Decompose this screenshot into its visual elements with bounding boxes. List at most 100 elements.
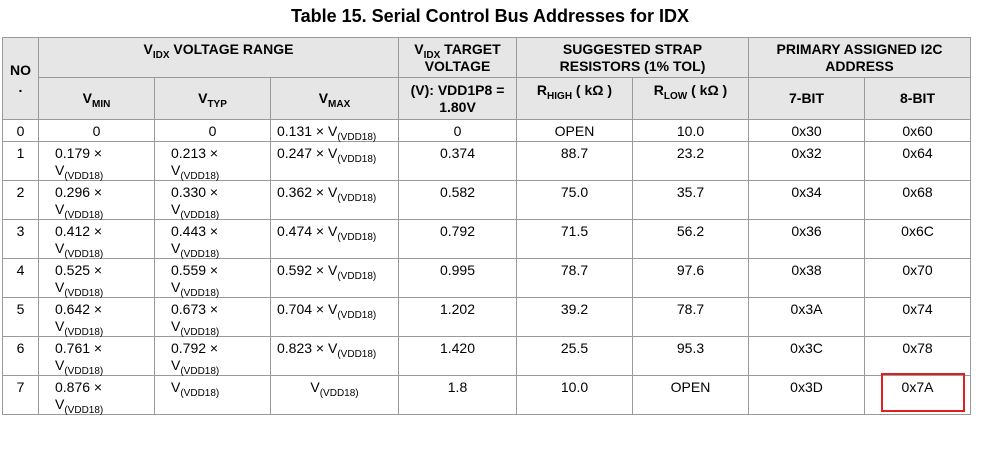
cell-vmin: 0.412 × V(VDD18) [38, 219, 155, 260]
cell-vmin-coef: 0.761 × [55, 340, 103, 356]
header-vidx-target: VIDX TARGET VOLTAGE [398, 37, 517, 78]
cell-vmax-coef: 0.474 × [277, 223, 328, 239]
cell-vtyp: 0.443 × V(VDD18) [154, 219, 271, 260]
cell-vmax-coef: 0.823 × [277, 340, 328, 356]
table-row: 5 0.642 × V(VDD18) 0.673 × V(VDD18) 0.704 × V… [2, 297, 971, 337]
cell-vmin: 0.296 × V(VDD18) [38, 180, 155, 220]
cell-vmin-coef: 0.876 × [55, 379, 103, 395]
supply-symbol: V(VDD18) [328, 340, 377, 360]
cell-7bit: 0x3C [748, 336, 865, 376]
cell-rlow: 95.3 [632, 336, 749, 376]
supply-symbol: V(VDD18) [328, 123, 377, 143]
table-body: 0 0 0 0.131 × V(VDD18) 0 OPEN 10.0 0x30 0x60 1 0.1… [2, 119, 971, 416]
cell-7bit: 0x3D [748, 375, 865, 415]
cell-vtyp-coef: 0.213 × [171, 145, 219, 161]
supply-symbol: V(VDD18) [310, 379, 359, 399]
cell-vtyp: 0.213 × V(VDD18) [154, 141, 271, 182]
supply-symbol: V(VDD18) [55, 396, 104, 416]
cell-rhigh: 75.0 [516, 180, 633, 220]
cell-vmin-coef: 0.296 × [55, 184, 103, 200]
cell-rlow: 10.0 [632, 119, 749, 142]
cell-vtyp-coef: 0.792 × [171, 340, 219, 356]
cell-7bit: 0x38 [748, 258, 865, 298]
cell-vtyp: 0.559 × V(VDD18) [154, 258, 271, 299]
header-vidx-range: VIDX VOLTAGE RANGE [38, 37, 399, 78]
cell-8bit: 0x78 [864, 336, 971, 376]
cell-vmax-coef: 0.247 × [277, 145, 328, 161]
cell-no: 3 [2, 219, 39, 259]
cell-target: 1.420 [398, 336, 517, 376]
cell-rlow: 35.7 [632, 180, 749, 220]
header-vdd: (V): VDD1P8 = 1.80V [398, 77, 517, 120]
cell-vmin-coef: 0 [92, 123, 101, 139]
cell-target: 0.374 [398, 141, 517, 181]
cell-vmin: 0.761 × V(VDD18) [38, 336, 155, 377]
cell-target: 0.582 [398, 180, 517, 220]
cell-7bit: 0x3A [748, 297, 865, 337]
cell-8bit: 0x6C [864, 219, 971, 259]
cell-no: 4 [2, 258, 39, 298]
cell-vmax: V(VDD18) [270, 375, 399, 415]
supply-symbol: V(VDD18) [328, 145, 377, 165]
cell-vtyp-coef: 0 [208, 123, 217, 139]
cell-vmax: 0.823 × V(VDD18) [270, 336, 399, 376]
cell-vtyp: 0.330 × V(VDD18) [154, 180, 271, 220]
cell-target: 0.792 [398, 219, 517, 259]
cell-rhigh: 78.7 [516, 258, 633, 298]
cell-vmax-coef: 0.362 × [277, 184, 328, 200]
cell-vmin-coef: 0.642 × [55, 301, 103, 317]
header-vtyp: VTYP [154, 77, 271, 120]
highlight-box [880, 372, 965, 412]
cell-vtyp: 0.792 × V(VDD18) [154, 336, 271, 377]
cell-no: 7 [2, 375, 39, 415]
cell-vmin-coef: 0.412 × [55, 223, 103, 239]
cell-rlow: 78.7 [632, 297, 749, 337]
supply-symbol: V(VDD18) [171, 357, 220, 377]
supply-symbol: V(VDD18) [328, 223, 377, 243]
cell-no: 6 [2, 336, 39, 376]
header-rlow: RLOW ( kΩ ) [632, 77, 749, 120]
cell-8bit: 0x60 [864, 119, 971, 142]
cell-vmax: 0.592 × V(VDD18) [270, 258, 399, 298]
cell-vmax: 0.474 × V(VDD18) [270, 219, 399, 259]
cell-vmax: 0.247 × V(VDD18) [270, 141, 399, 181]
header-no-dot: . [18, 78, 23, 95]
header-vmin: VMIN [38, 77, 155, 120]
cell-rhigh: 71.5 [516, 219, 633, 259]
cell-rhigh: 25.5 [516, 336, 633, 376]
cell-vmax-coef: 0.592 × [277, 262, 328, 278]
supply-symbol: V(VDD18) [55, 357, 104, 377]
cell-vmin-coef: 0.525 × [55, 262, 103, 278]
cell-target: 1.8 [398, 375, 517, 415]
cell-no: 0 [2, 119, 39, 142]
cell-vmin: 0.642 × V(VDD18) [38, 297, 155, 337]
cell-vmax: 0.362 × V(VDD18) [270, 180, 399, 220]
supply-symbol: V(VDD18) [171, 162, 220, 182]
table-row: 3 0.412 × V(VDD18) 0.443 × V(VDD18) 0.474 × V… [2, 219, 971, 260]
cell-vtyp: V(VDD18) [154, 375, 271, 415]
cell-vtyp: 0 [154, 119, 271, 142]
address-table-wrapper: NO . VIDX VOLTAGE RANGE VIDX TARGET VOLT… [2, 37, 971, 415]
supply-symbol: V(VDD18) [171, 279, 220, 299]
cell-7bit: 0x36 [748, 219, 865, 259]
table-row: 4 0.525 × V(VDD18) 0.559 × V(VDD18) 0.592 × V… [2, 258, 971, 299]
cell-rhigh: 39.2 [516, 297, 633, 337]
cell-7bit: 0x34 [748, 180, 865, 220]
header-7bit: 7-BIT [748, 77, 865, 120]
supply-symbol: V(VDD18) [328, 301, 377, 321]
cell-target: 1.202 [398, 297, 517, 337]
cell-vtyp: 0.673 × V(VDD18) [154, 297, 271, 337]
supply-symbol: V(VDD18) [171, 240, 220, 260]
header-8bit: 8-BIT [864, 77, 971, 120]
header-strap-resistors: SUGGESTED STRAP RESISTORS (1% TOL) [516, 37, 749, 78]
header-primary-address: PRIMARY ASSIGNED I2C ADDRESS [748, 37, 971, 78]
cell-7bit: 0x30 [748, 119, 865, 142]
cell-vtyp-coef: 0.443 × [171, 223, 219, 239]
cell-no: 5 [2, 297, 39, 337]
cell-rlow: OPEN [632, 375, 749, 415]
cell-7bit: 0x32 [748, 141, 865, 181]
cell-vtyp-coef: 0.673 × [171, 301, 219, 317]
cell-no: 2 [2, 180, 39, 220]
supply-symbol: V(VDD18) [55, 240, 104, 260]
cell-vmin: 0.179 × V(VDD18) [38, 141, 155, 181]
